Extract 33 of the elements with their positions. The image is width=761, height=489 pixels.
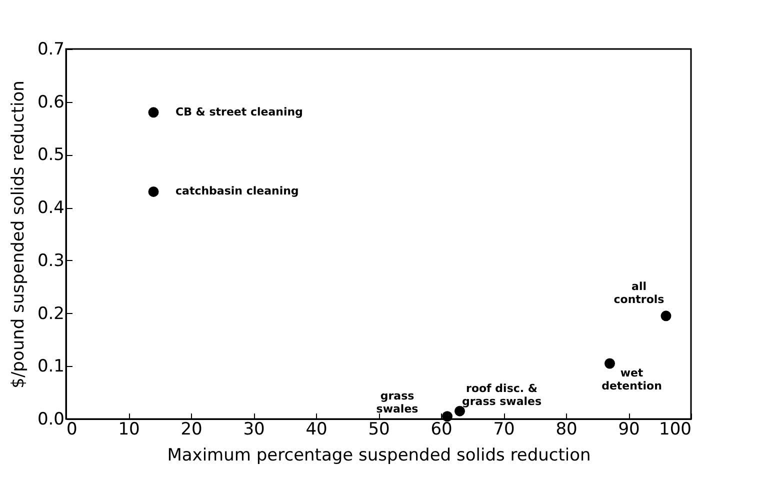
x-tick-label: 10 (118, 420, 140, 440)
point (660, 310, 672, 322)
annotation: grass swales (376, 389, 419, 416)
y-tick-label: 0.4 (37, 198, 64, 218)
x-tick-label: 0 (66, 420, 78, 440)
y-tick-label: 0.1 (37, 356, 64, 377)
annotation: catchbasin cleaning (176, 184, 299, 198)
annotation: all controls (614, 280, 665, 306)
point (442, 411, 452, 422)
y-axis-title: $/pound suspended solids reduction (8, 80, 28, 388)
y-tick-label: 0.2 (37, 304, 64, 324)
x-tick-label: 40 (306, 420, 328, 440)
point (148, 186, 159, 197)
x-axis-title: Maximum percentage suspended solids reduction (167, 446, 591, 466)
x-tick-label: 70 (493, 420, 515, 440)
y-tick-label: 0.7 (37, 40, 64, 60)
y-tick-label: 0.3 (37, 250, 64, 271)
annotation: wet detention (602, 366, 662, 392)
y-tick-label: 0.6 (37, 92, 64, 112)
annotation: CB & street cleaning (176, 105, 303, 118)
y-tick-label: 0.5 (37, 145, 64, 166)
x-tick-label: 20 (180, 420, 202, 440)
x-tick-label: 80 (556, 420, 578, 440)
point (604, 358, 615, 369)
point (148, 107, 159, 118)
x-tick-label: 30 (243, 420, 265, 440)
x-tick-label: 90 (618, 420, 640, 440)
annotation: roof disc. & grass swales (462, 382, 542, 408)
x-tick-label: 100 (659, 420, 692, 440)
x-tick-label: 50 (368, 420, 390, 440)
x-tick-label: 60 (430, 420, 452, 440)
point (454, 406, 465, 416)
y-tick-label: 0.0 (37, 410, 64, 430)
